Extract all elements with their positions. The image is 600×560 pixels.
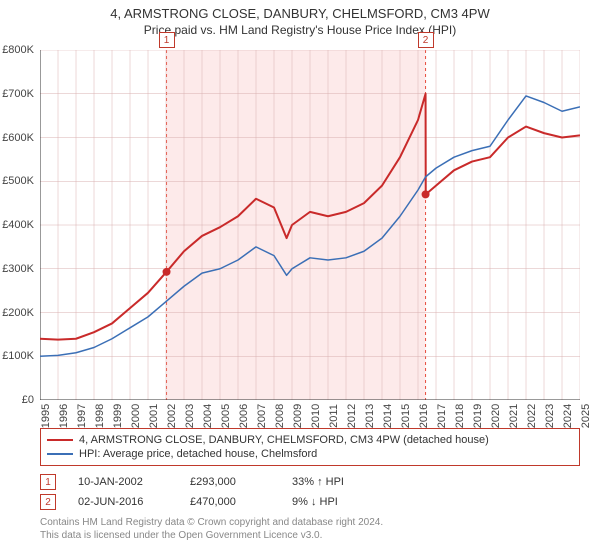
y-axis-tick-label: £200K	[2, 307, 34, 319]
legend-label: 4, ARMSTRONG CLOSE, DANBURY, CHELMSFORD,…	[79, 434, 489, 446]
transaction-delta: 9% ↓ HPI	[292, 496, 372, 508]
y-axis-tick-label: £100K	[2, 350, 34, 362]
footnote: Contains HM Land Registry data © Crown c…	[40, 516, 580, 542]
legend-swatch	[47, 453, 73, 455]
footnote-line: This data is licensed under the Open Gov…	[40, 529, 580, 542]
y-axis-tick-label: £700K	[2, 88, 34, 100]
transaction-delta: 33% ↑ HPI	[292, 476, 372, 488]
transaction-marker: 2	[40, 494, 56, 510]
footnote-line: Contains HM Land Registry data © Crown c…	[40, 516, 580, 529]
legend-swatch	[47, 439, 73, 441]
chart-titles: 4, ARMSTRONG CLOSE, DANBURY, CHELMSFORD,…	[0, 0, 600, 39]
event-marker: 1	[159, 32, 175, 48]
chart-area: £0£100K£200K£300K£400K£500K£600K£700K£80…	[40, 50, 580, 400]
transaction-date: 10-JAN-2002	[78, 476, 168, 488]
transactions-table: 1 10-JAN-2002 £293,000 33% ↑ HPI 2 02-JU…	[40, 472, 580, 512]
transaction-marker: 1	[40, 474, 56, 490]
event-marker: 2	[418, 32, 434, 48]
y-axis-tick-label: £600K	[2, 132, 34, 144]
y-axis-tick-label: £400K	[2, 219, 34, 231]
legend: 4, ARMSTRONG CLOSE, DANBURY, CHELMSFORD,…	[40, 428, 580, 466]
x-axis-tick-label: 2025	[580, 404, 592, 428]
title-address: 4, ARMSTRONG CLOSE, DANBURY, CHELMSFORD,…	[0, 6, 600, 21]
transaction-row: 2 02-JUN-2016 £470,000 9% ↓ HPI	[40, 492, 580, 512]
y-axis-tick-label: £0	[22, 394, 34, 406]
legend-item: 4, ARMSTRONG CLOSE, DANBURY, CHELMSFORD,…	[47, 433, 573, 447]
transaction-price: £293,000	[190, 476, 270, 488]
y-axis-tick-label: £800K	[2, 44, 34, 56]
transaction-price: £470,000	[190, 496, 270, 508]
y-axis-tick-label: £500K	[2, 175, 34, 187]
transaction-date: 02-JUN-2016	[78, 496, 168, 508]
legend-label: HPI: Average price, detached house, Chel…	[79, 448, 317, 460]
y-axis-tick-label: £300K	[2, 263, 34, 275]
line-chart	[40, 50, 580, 400]
below-chart: 4, ARMSTRONG CLOSE, DANBURY, CHELMSFORD,…	[40, 410, 580, 542]
transaction-row: 1 10-JAN-2002 £293,000 33% ↑ HPI	[40, 472, 580, 492]
title-subtitle: Price paid vs. HM Land Registry's House …	[0, 23, 600, 37]
legend-item: HPI: Average price, detached house, Chel…	[47, 447, 573, 461]
